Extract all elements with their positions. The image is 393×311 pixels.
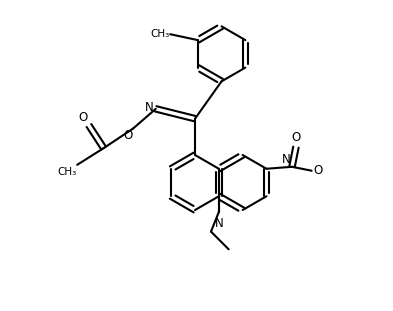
Text: O: O — [291, 131, 301, 144]
Text: CH₃: CH₃ — [150, 29, 169, 39]
Text: O: O — [314, 164, 323, 177]
Text: N: N — [215, 217, 223, 230]
Text: O: O — [123, 129, 132, 142]
Text: CH₃: CH₃ — [57, 167, 76, 177]
Text: N: N — [145, 101, 154, 114]
Text: N: N — [282, 153, 291, 166]
Text: O: O — [79, 111, 88, 123]
